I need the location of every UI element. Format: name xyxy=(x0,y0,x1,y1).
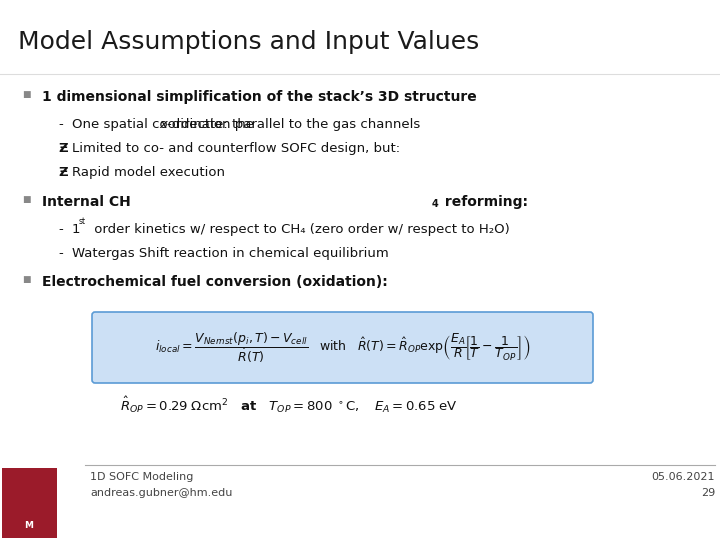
Text: Internal CH: Internal CH xyxy=(42,195,131,209)
Text: 1: 1 xyxy=(72,223,81,236)
Text: Model Assumptions and Input Values: Model Assumptions and Input Values xyxy=(18,30,480,54)
Text: Watergas Shift reaction in chemical equilibrium: Watergas Shift reaction in chemical equi… xyxy=(72,247,389,260)
Text: x: x xyxy=(160,118,168,131)
Text: 4: 4 xyxy=(431,199,438,209)
Text: ■: ■ xyxy=(22,195,30,204)
Text: M: M xyxy=(24,521,34,530)
FancyBboxPatch shape xyxy=(92,312,593,383)
Text: Limited to co- and counterflow SOFC design, but:: Limited to co- and counterflow SOFC desi… xyxy=(72,142,400,155)
Text: ■: ■ xyxy=(22,275,30,284)
Text: st: st xyxy=(79,217,86,226)
Text: One spatial coordinate: the: One spatial coordinate: the xyxy=(72,118,258,131)
Text: 05.06.2021: 05.06.2021 xyxy=(652,472,715,482)
Text: -: - xyxy=(58,223,63,236)
Text: andreas.gubner@hm.edu: andreas.gubner@hm.edu xyxy=(90,488,233,498)
Text: ■: ■ xyxy=(22,90,30,99)
Text: $i_{local} = \dfrac{V_{Nernst}(p_i, T) - V_{cell}}{\dot{R}(T)}$$\;$  with  $\;$$: $i_{local} = \dfrac{V_{Nernst}(p_i, T) -… xyxy=(155,330,530,365)
Bar xyxy=(2,468,57,538)
Text: -: - xyxy=(58,118,63,131)
Text: order kinetics w/ respect to CH₄ (zero order w/ respect to H₂O): order kinetics w/ respect to CH₄ (zero o… xyxy=(90,223,510,236)
Text: -direction parallel to the gas channels: -direction parallel to the gas channels xyxy=(167,118,420,131)
Text: Rapid model execution: Rapid model execution xyxy=(72,166,225,179)
Text: Electrochemical fuel conversion (oxidation):: Electrochemical fuel conversion (oxidati… xyxy=(42,275,388,289)
Text: reforming:: reforming: xyxy=(441,195,528,209)
Text: 1 dimensional simplification of the stack’s 3D structure: 1 dimensional simplification of the stac… xyxy=(42,90,477,104)
Text: Ƶ: Ƶ xyxy=(58,166,68,179)
Text: 29: 29 xyxy=(701,488,715,498)
Text: 1D SOFC Modeling: 1D SOFC Modeling xyxy=(90,472,194,482)
Text: Ƶ: Ƶ xyxy=(58,142,68,155)
Text: $\hat{R}_{OP} = 0.29\;\Omega\mathrm{cm}^2$$\quad\mathbf{at}\quad$$T_{OP} = 800\;: $\hat{R}_{OP} = 0.29\;\Omega\mathrm{cm}^… xyxy=(120,395,457,415)
Text: -: - xyxy=(58,247,63,260)
